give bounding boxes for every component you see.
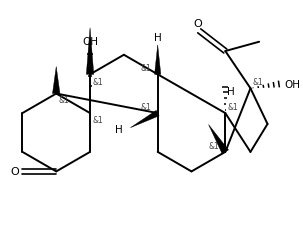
Polygon shape bbox=[130, 111, 159, 128]
Text: &1: &1 bbox=[92, 77, 103, 86]
Text: &1: &1 bbox=[228, 102, 238, 111]
Text: H: H bbox=[154, 33, 161, 43]
Text: O: O bbox=[193, 19, 202, 29]
Text: OH: OH bbox=[82, 37, 98, 47]
Text: &1: &1 bbox=[141, 102, 152, 111]
Text: &1: &1 bbox=[253, 78, 264, 87]
Text: H: H bbox=[227, 87, 235, 97]
Polygon shape bbox=[86, 29, 94, 75]
Text: &1: &1 bbox=[92, 116, 103, 125]
Text: H: H bbox=[115, 125, 123, 135]
Polygon shape bbox=[155, 46, 161, 75]
Polygon shape bbox=[208, 125, 228, 154]
Text: O: O bbox=[10, 167, 19, 177]
Text: OH: OH bbox=[284, 79, 300, 89]
Text: &1: &1 bbox=[59, 96, 69, 105]
Text: &1: &1 bbox=[208, 141, 219, 150]
Text: &1: &1 bbox=[141, 64, 152, 73]
Polygon shape bbox=[52, 67, 60, 94]
